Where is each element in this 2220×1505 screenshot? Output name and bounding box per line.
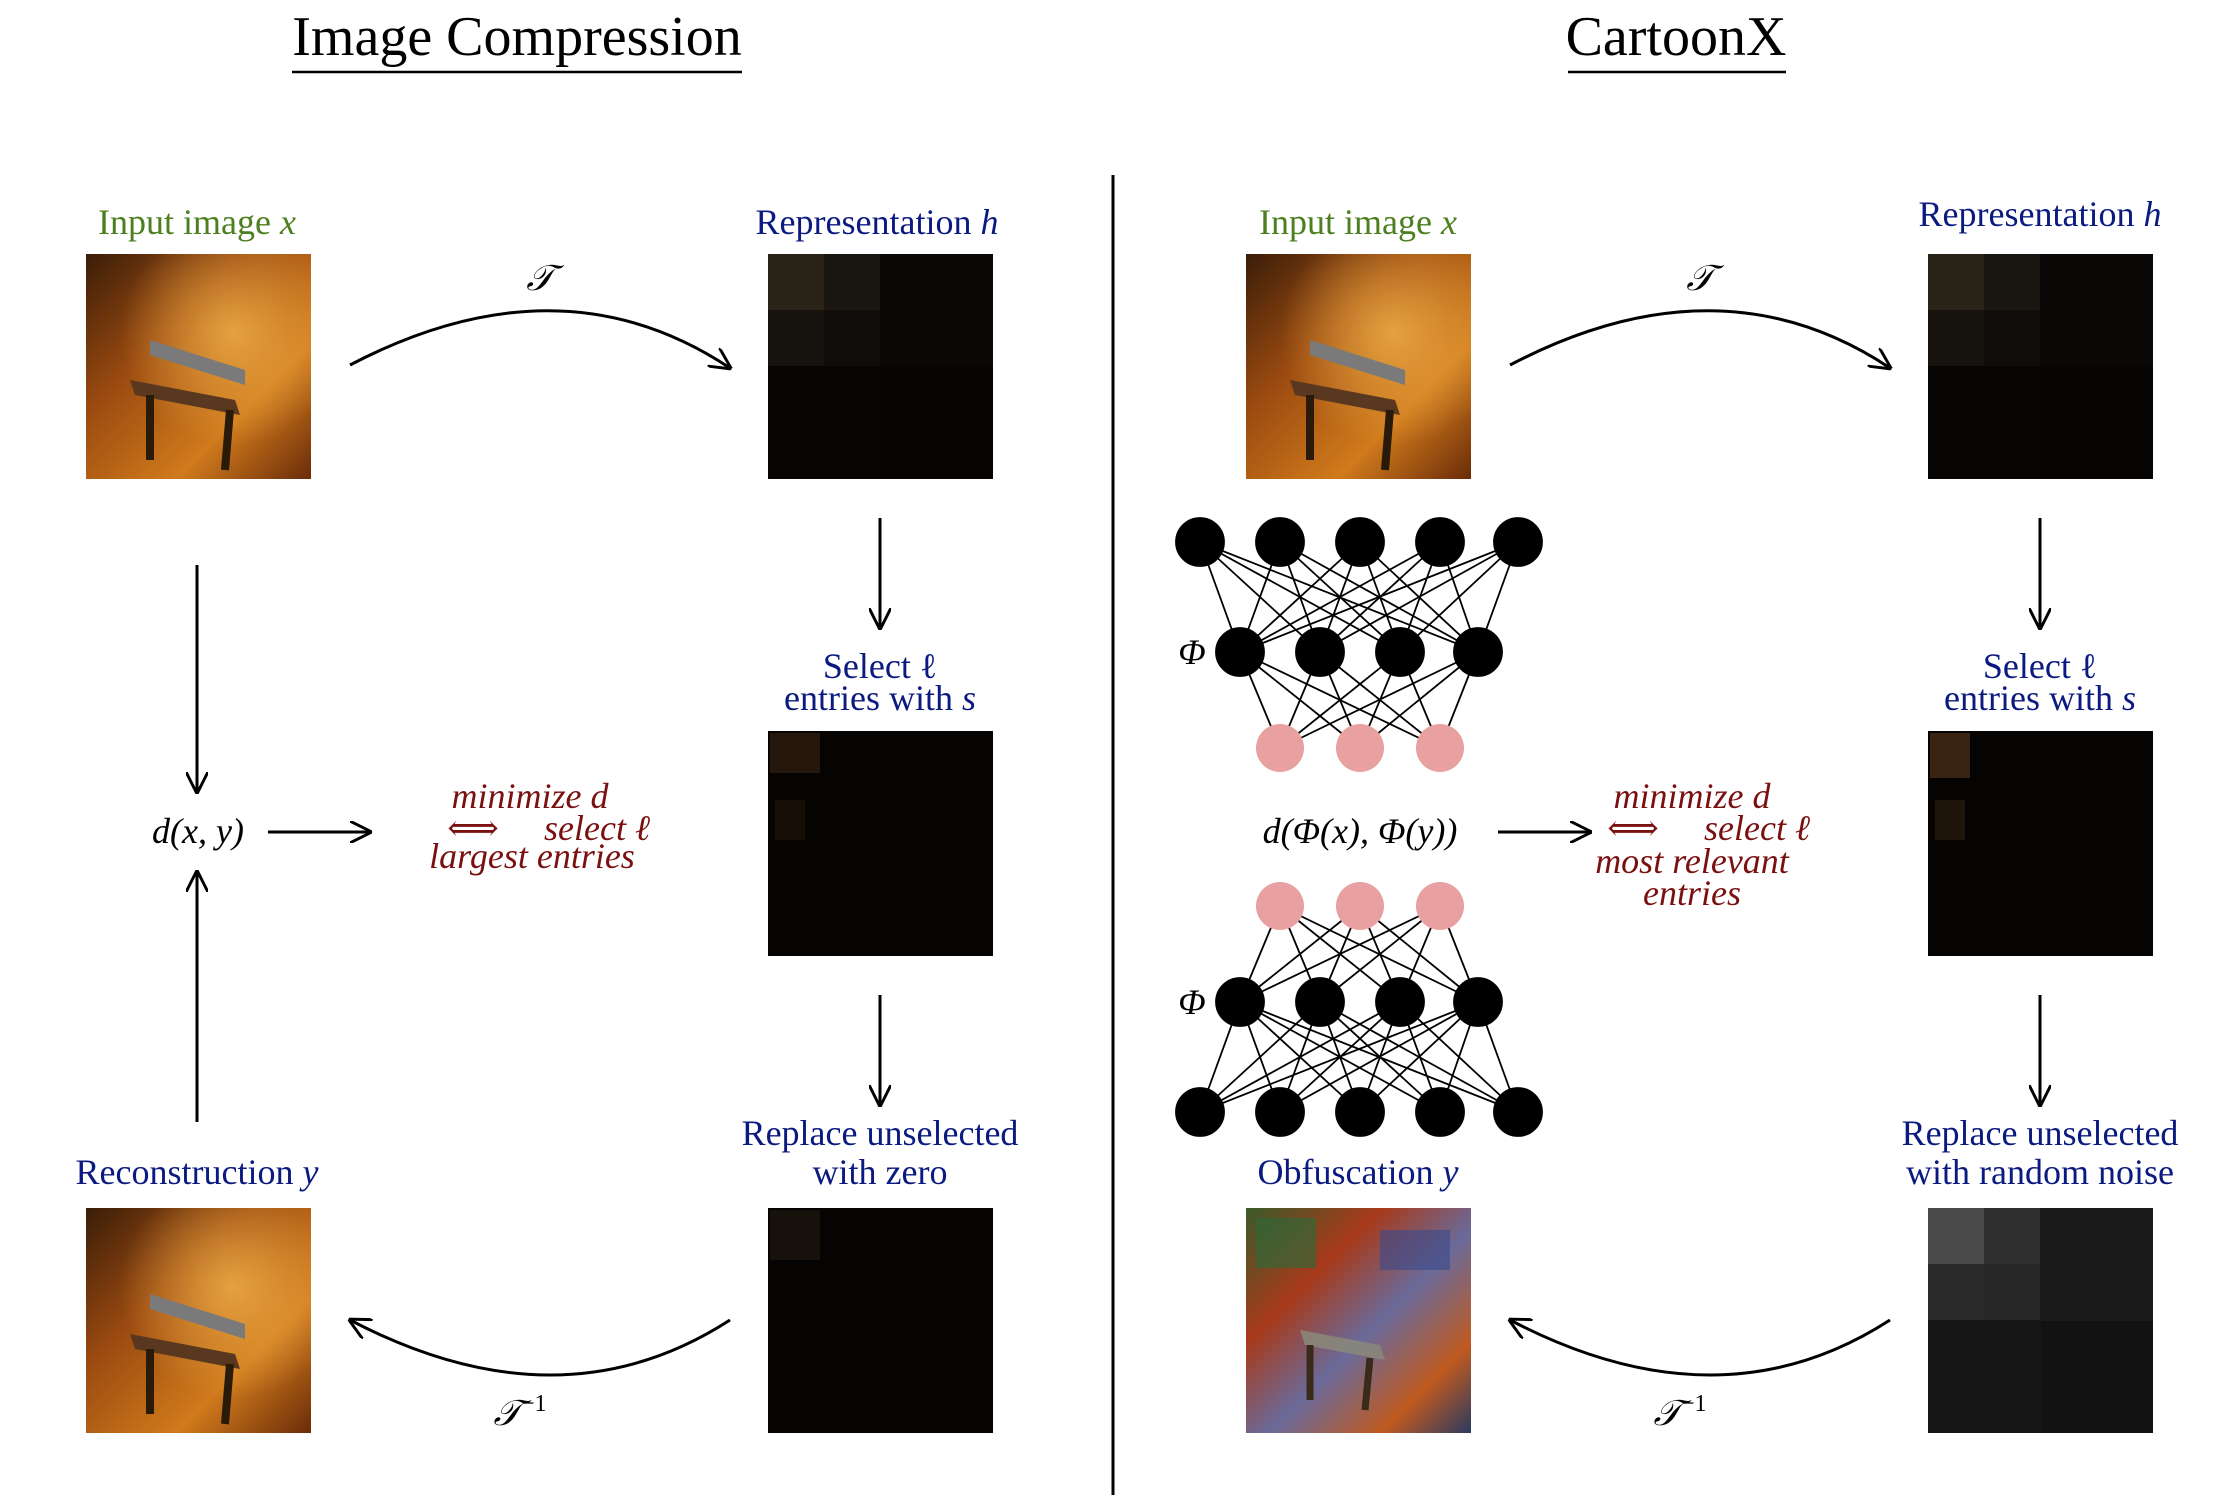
neuron: [1493, 517, 1543, 567]
left-inverse-arrow: [350, 1320, 731, 1377]
right-objective-line4: entries: [1643, 873, 1741, 913]
right-inverse-arrow: [1510, 1320, 1891, 1377]
right-select-line2: entries with s: [1944, 678, 2136, 718]
right-representation-image: [1928, 254, 2153, 479]
neuron: [1415, 1087, 1465, 1137]
latent-neuron: [1336, 724, 1384, 772]
neuron: [1453, 977, 1503, 1027]
right-representation-label: Representation h: [1919, 194, 2162, 234]
right-distance: d(Φ(x), Φ(y)): [1263, 811, 1458, 851]
neuron: [1295, 977, 1345, 1027]
left-replace-line2: with zero: [813, 1152, 948, 1192]
right-transform-arrow: [1509, 309, 1890, 368]
left-objective-line3: largest entries: [429, 836, 635, 876]
right-objective-line1: minimize d: [1614, 776, 1772, 816]
left-distance: d(x, y): [152, 811, 244, 851]
right-objective-line3: most relevant: [1595, 841, 1790, 881]
right-replace-line2: with random noise: [1906, 1152, 2174, 1192]
left-title: Image Compression: [292, 6, 741, 68]
neuron: [1215, 977, 1265, 1027]
network-top-symbol: Φ: [1178, 632, 1205, 672]
neuron: [1493, 1087, 1543, 1137]
right-input-image: [1246, 254, 1471, 479]
left-representation-label: Representation h: [756, 202, 999, 242]
left-selected-image: [768, 731, 993, 956]
left-reconstruction-label: Reconstruction y: [76, 1152, 319, 1192]
neuron: [1295, 627, 1345, 677]
right-objective-line2: select ℓ: [1704, 808, 1810, 848]
right-obfuscation-label: Obfuscation y: [1258, 1152, 1459, 1192]
left-objective-line2: select ℓ: [544, 808, 650, 848]
right-input-label: Input image x: [1259, 202, 1457, 242]
neuron: [1415, 517, 1465, 567]
encoder-network-bottom: [1175, 882, 1543, 1137]
left-replaced-image: [768, 1208, 993, 1433]
neuron: [1335, 1087, 1385, 1137]
latent-neuron: [1416, 882, 1464, 930]
right-selected-image: [1928, 731, 2153, 956]
neuron: [1375, 627, 1425, 677]
left-objective-line1: minimize d: [452, 776, 610, 816]
left-input-label: Input image x: [98, 202, 296, 242]
left-representation-image: [768, 254, 993, 479]
latent-neuron: [1256, 882, 1304, 930]
neuron: [1375, 977, 1425, 1027]
latent-neuron: [1256, 724, 1304, 772]
right-obfuscation-image: [1246, 1208, 1471, 1433]
left-input-image: [86, 254, 311, 479]
left-transform-arrow: [349, 309, 730, 368]
latent-neuron: [1336, 882, 1384, 930]
left-equivalence: ⟺: [447, 808, 499, 848]
left-select-line1: Select ℓ: [823, 646, 937, 686]
right-title: CartoonX: [1566, 6, 1787, 68]
neuron: [1175, 517, 1225, 567]
neuron: [1175, 1087, 1225, 1137]
left-replace-line1: Replace unselected: [742, 1113, 1019, 1153]
right-inverse-symbol: 𝒯−1: [1653, 1391, 1706, 1433]
encoder-network-top: [1175, 517, 1543, 772]
neuron: [1335, 517, 1385, 567]
right-replaced-image: [1928, 1208, 2153, 1433]
neuron: [1215, 627, 1265, 677]
left-transform-symbol: 𝒯: [526, 258, 564, 298]
neuron: [1255, 517, 1305, 567]
right-transform-symbol: 𝒯: [1686, 258, 1724, 298]
right-equivalence: ⟺: [1607, 808, 1659, 848]
right-select-line1: Select ℓ: [1983, 646, 2097, 686]
left-select-line2: entries with s: [784, 678, 976, 718]
neuron: [1255, 1087, 1305, 1137]
network-bottom-symbol: Φ: [1178, 982, 1205, 1022]
right-replace-line1: Replace unselected: [1902, 1113, 2179, 1153]
left-inverse-symbol: 𝒯−1: [493, 1391, 546, 1433]
left-reconstruction-image: [86, 1208, 311, 1433]
neuron: [1453, 627, 1503, 677]
latent-neuron: [1416, 724, 1464, 772]
